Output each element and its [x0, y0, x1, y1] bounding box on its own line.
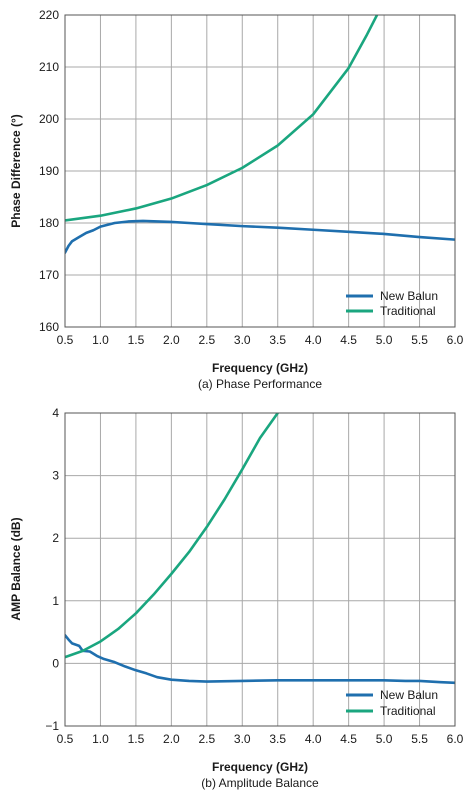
x-tick-label: 1.0	[92, 732, 109, 746]
y-tick-label: 160	[39, 320, 59, 334]
x-tick-label: 3.5	[269, 333, 286, 347]
plot-frame	[64, 412, 456, 727]
x-tick-label: 4.0	[305, 732, 322, 746]
x-tick-label: 5.0	[376, 732, 393, 746]
x-tick-label: 5.5	[411, 333, 428, 347]
x-tick-labels: 0.5 1.0 1.5 2.0 2.5 3.0 3.5 4.0 4.5 5.0 5.5 6.0	[57, 333, 464, 347]
chart-caption: (b) Amplitude Balance	[201, 776, 319, 790]
x-tick-label: 6.0	[447, 333, 464, 347]
legend-label-new-balun: New Balun	[380, 289, 438, 303]
x-tick-label: 1.5	[128, 333, 145, 347]
x-tick-label: 6.0	[447, 732, 464, 746]
x-tick-label: 5.0	[376, 333, 393, 347]
x-tick-label: 3.0	[234, 333, 251, 347]
x-tick-label: 3.5	[269, 732, 286, 746]
y-tick-labels: 160 170 180 190 200 210 220	[39, 8, 59, 334]
x-tick-label: 2.5	[198, 333, 215, 347]
y-tick-label: −1	[45, 719, 59, 733]
series-line-new-balun	[65, 633, 455, 685]
y-tick-label: 2	[52, 531, 59, 545]
series-line-traditional	[65, 413, 280, 659]
y-tick-label: 180	[39, 216, 59, 230]
series-lines	[65, 413, 455, 685]
x-tick-label: 4.5	[340, 333, 357, 347]
y-tick-label: 3	[52, 469, 59, 483]
x-tick-label: 4.0	[305, 333, 322, 347]
legend: New Balun Traditional	[346, 289, 438, 318]
y-tick-label: 220	[39, 8, 59, 22]
series-line-new-balun	[65, 219, 455, 254]
y-tick-label: 1	[52, 594, 59, 608]
legend-label-traditional: Traditional	[380, 304, 436, 318]
grid	[65, 15, 455, 327]
plot-frame	[64, 14, 456, 328]
grid	[65, 413, 455, 726]
y-tick-label: 190	[39, 164, 59, 178]
x-axis-title: Frequency (GHz)	[212, 760, 308, 774]
x-tick-label: 2.5	[198, 732, 215, 746]
x-tick-label: 5.5	[411, 732, 428, 746]
series-lines	[65, 15, 455, 254]
x-tick-label: 1.5	[128, 732, 145, 746]
y-tick-label: 4	[52, 406, 59, 420]
legend-label-new-balun: New Balun	[380, 688, 438, 702]
y-axis-title: AMP Balance (dB)	[9, 517, 23, 620]
x-tick-label: 2.0	[163, 333, 180, 347]
x-tick-label: 2.0	[163, 732, 180, 746]
x-tick-label: 3.0	[234, 732, 251, 746]
x-tick-label: 4.5	[340, 732, 357, 746]
x-tick-labels: 0.5 1.0 1.5 2.0 2.5 3.0 3.5 4.0 4.5 5.0 5.5 6.0	[57, 732, 464, 746]
y-tick-label: 0	[52, 656, 59, 670]
x-tick-label: 0.5	[57, 333, 74, 347]
series-line-traditional	[65, 15, 379, 222]
legend-label-traditional: Traditional	[380, 704, 436, 718]
x-tick-label: 1.0	[92, 333, 109, 347]
y-axis-title: Phase Difference (°)	[9, 114, 23, 228]
x-axis-title: Frequency (GHz)	[212, 361, 308, 375]
y-tick-labels: −1 0 1 2 3 4	[45, 406, 59, 733]
chart-amplitude: 0.5 1.0 1.5 2.0 2.5 3.0 3.5 4.0 4.5 5.0 5.5 6.0 −10…	[9, 406, 464, 790]
legend: New Balun Traditional	[346, 688, 438, 718]
y-tick-label: 210	[39, 60, 59, 74]
y-tick-label: 170	[39, 268, 59, 282]
chart-phase: 0.5 1.0 1.5 2.0 2.5 3.0 3.5 4.0 4.5 5.0 5.5 6.0 160…	[9, 8, 464, 391]
chart-caption: (a) Phase Performance	[198, 377, 322, 391]
y-tick-label: 200	[39, 112, 59, 126]
x-tick-label: 0.5	[57, 732, 74, 746]
